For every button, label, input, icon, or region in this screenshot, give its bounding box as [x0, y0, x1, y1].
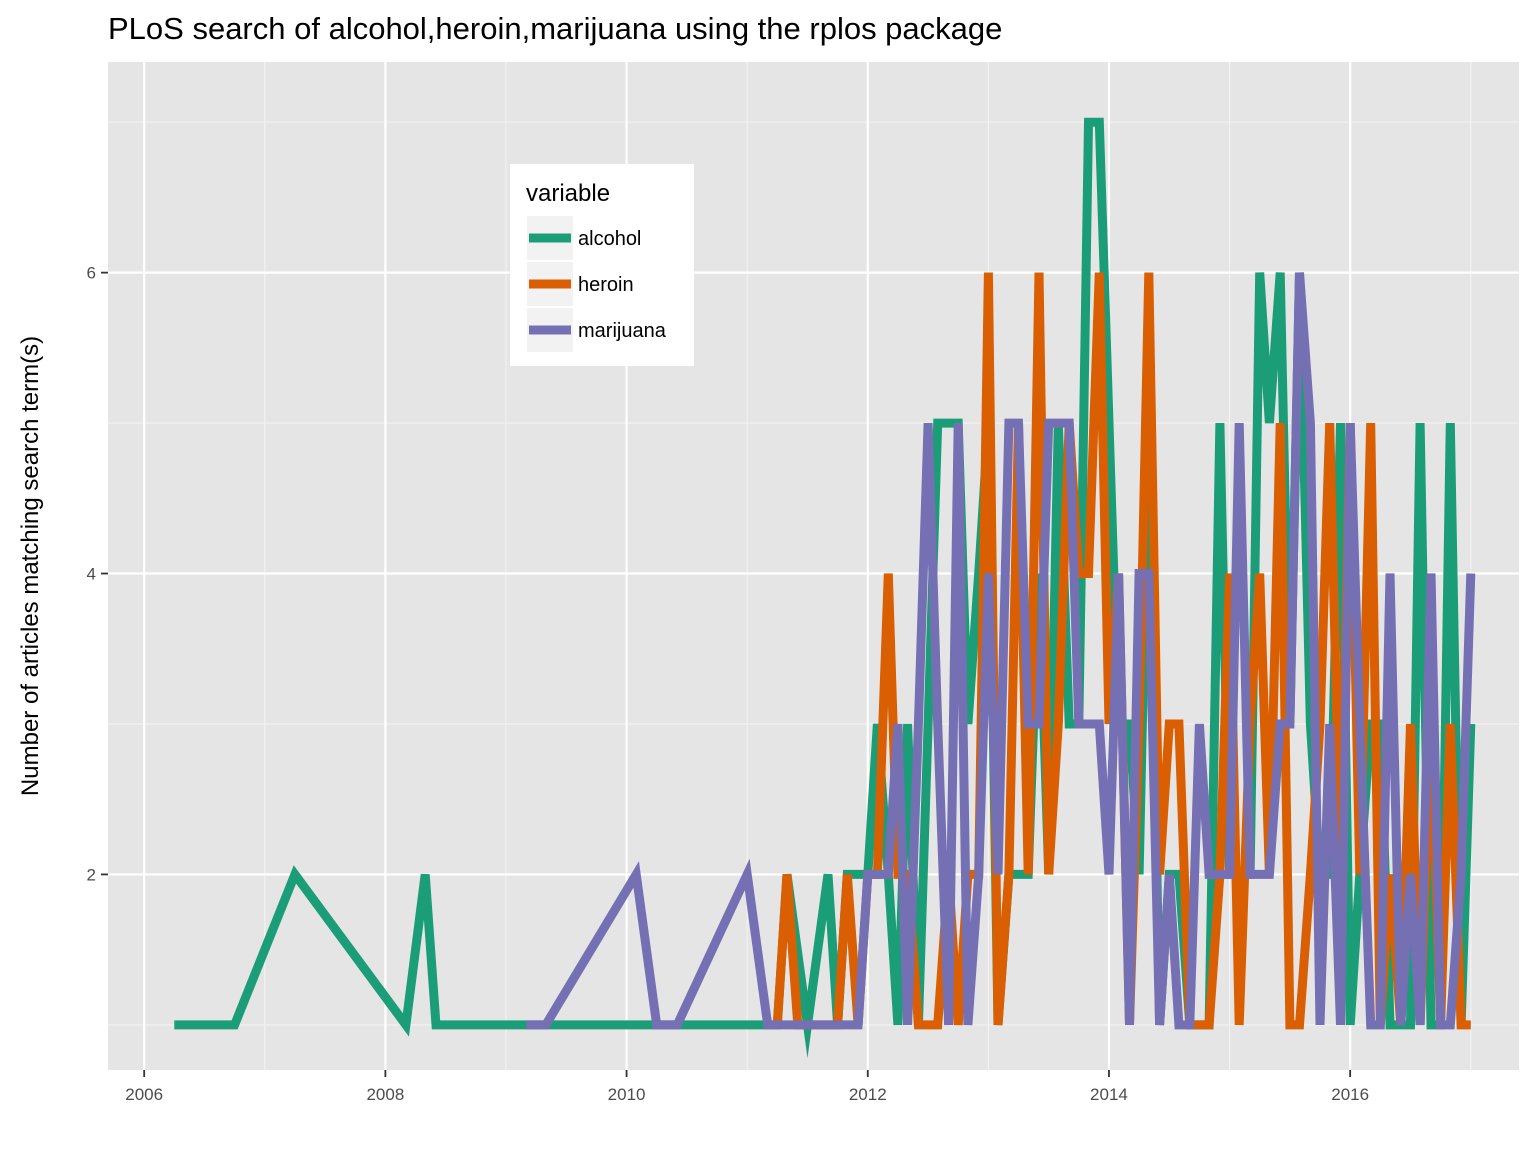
- x-axis: 2006 2008 2010 2012 2014 2016: [125, 1070, 1369, 1104]
- y-axis-title: Number of articles matching search term(…: [17, 336, 44, 796]
- y-tick-label: 4: [87, 565, 96, 584]
- x-tick-label: 2010: [608, 1085, 646, 1104]
- x-tick-label: 2012: [849, 1085, 887, 1104]
- x-tick-label: 2014: [1090, 1085, 1128, 1104]
- legend-label-heroin: heroin: [578, 274, 634, 296]
- legend-label-alcohol: alcohol: [578, 228, 641, 250]
- legend: variable alcohol heroin marijuana: [510, 164, 694, 366]
- x-tick-label: 2016: [1331, 1085, 1369, 1104]
- x-tick-label: 2008: [366, 1085, 404, 1104]
- series-line-marijuana: [526, 272, 1476, 1030]
- x-tick-label: 2006: [125, 1085, 163, 1104]
- y-tick-label: 6: [87, 264, 96, 283]
- legend-title: variable: [526, 180, 610, 207]
- minor-gridlines: [108, 62, 1519, 1070]
- y-axis: 2 4 6: [87, 264, 108, 884]
- legend-label-marijuana: marijuana: [578, 320, 667, 342]
- legend-items: alcohol heroin marijuana: [527, 216, 667, 352]
- y-tick-label: 2: [87, 865, 96, 884]
- chart-title: PLoS search of alcohol,heroin,marijuana …: [108, 11, 1002, 46]
- series-layer: [174, 117, 1476, 1059]
